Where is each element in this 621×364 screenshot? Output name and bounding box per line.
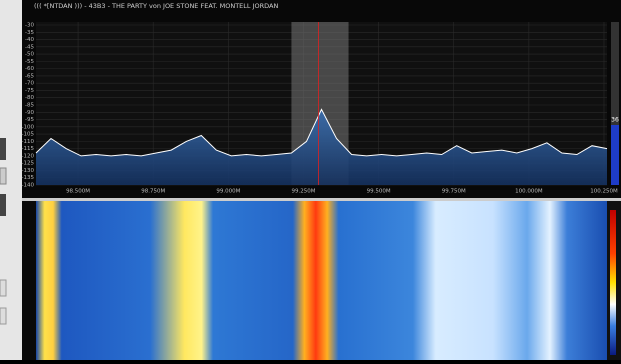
x-tick-label: 98.750M xyxy=(141,189,165,195)
y-tick-label: -120 xyxy=(22,153,35,159)
panel-button[interactable] xyxy=(0,280,6,296)
y-tick-label: -105 xyxy=(22,132,35,138)
signal-meter-fill xyxy=(611,125,619,185)
y-tick-label: -135 xyxy=(22,175,35,181)
y-tick-label: -80 xyxy=(25,95,34,101)
y-tick-label: -90 xyxy=(25,110,34,116)
waterfall xyxy=(36,201,607,360)
y-tick-label: -70 xyxy=(25,81,34,87)
sdr-window: ((( *[NTDAN ))) - 43B3 - THE PARTY von J… xyxy=(0,0,621,360)
y-tick-label: -65 xyxy=(25,73,34,79)
y-tick-label: -55 xyxy=(25,59,34,65)
signal-level: 36 xyxy=(611,117,619,124)
panel-button[interactable] xyxy=(0,168,6,184)
y-tick-label: -35 xyxy=(25,30,34,36)
y-tick-label: -100 xyxy=(22,124,35,130)
panel-button[interactable] xyxy=(0,194,6,216)
y-tick-label: -45 xyxy=(25,44,34,50)
y-tick-label: -60 xyxy=(25,66,34,72)
x-tick-label: 100.250M xyxy=(590,189,618,195)
x-tick-label: 99.750M xyxy=(442,189,466,195)
splitter[interactable] xyxy=(22,198,621,201)
panel-button[interactable] xyxy=(0,138,6,160)
y-tick-label: -125 xyxy=(22,161,35,167)
y-tick-label: -130 xyxy=(22,168,35,174)
y-tick-label: -30 xyxy=(25,23,34,29)
color-scale xyxy=(610,210,616,355)
x-tick-label: 100.000M xyxy=(515,189,543,195)
x-tick-label: 99.000M xyxy=(216,189,240,195)
y-tick-label: -85 xyxy=(25,103,34,109)
x-tick-label: 99.500M xyxy=(367,189,391,195)
panel-button[interactable] xyxy=(0,308,6,324)
y-tick-label: -110 xyxy=(22,139,35,145)
x-tick-label: 98.500M xyxy=(66,189,90,195)
y-tick-label: -140 xyxy=(22,183,35,189)
y-tick-label: -40 xyxy=(25,37,34,43)
waterfall-margin xyxy=(22,201,36,360)
y-tick-label: -75 xyxy=(25,88,34,94)
station-title: ((( *[NTDAN ))) - 43B3 - THE PARTY von J… xyxy=(34,2,278,10)
x-tick-label: 99.250M xyxy=(291,189,315,195)
y-tick-label: -115 xyxy=(22,146,35,152)
y-tick-label: -95 xyxy=(25,117,34,123)
y-tick-label: -50 xyxy=(25,52,34,58)
